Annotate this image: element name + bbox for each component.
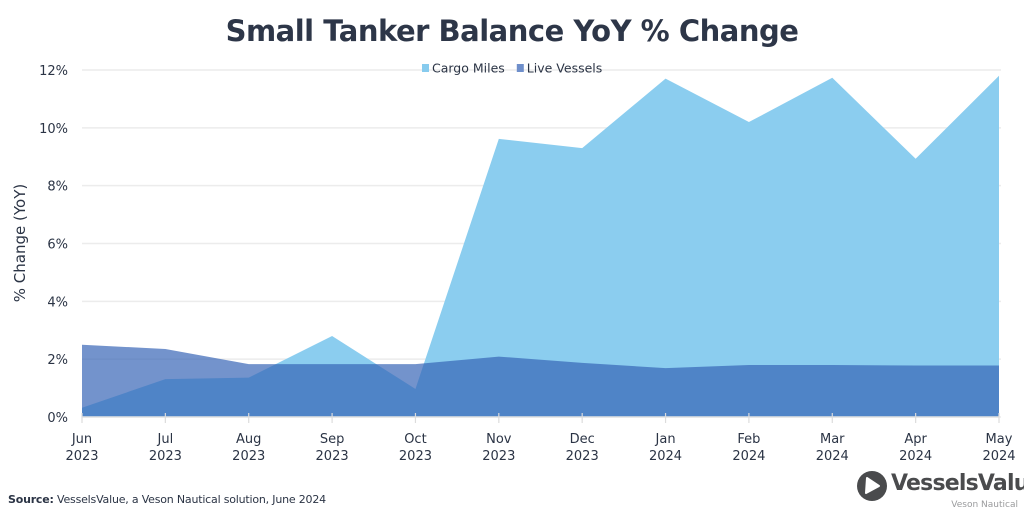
x-tick-label-month: Jan (655, 432, 676, 447)
x-tick-label-year: 2023 (149, 449, 182, 464)
x-tick-label-month: Mar (820, 432, 845, 447)
x-tick-label-month: Sep (320, 432, 345, 447)
legend-swatch (516, 64, 524, 72)
x-tick-label-month: Aug (236, 432, 261, 447)
logo-brand: VesselsValue (891, 471, 1024, 496)
logo-subtitle: Veson Nautical (951, 500, 1018, 510)
source-label: Source: (8, 493, 54, 506)
x-tick-label-year: 2023 (316, 449, 349, 464)
x-tick-label-year: 2023 (399, 449, 432, 464)
legend-label: Live Vessels (527, 61, 602, 76)
x-tick-label-month: Apr (904, 432, 927, 447)
y-axis: 0% 2% 4% 6% 8% 10% 12% (39, 64, 68, 426)
y-tick-label: 2% (47, 353, 68, 368)
y-tick-label: 10% (39, 122, 68, 137)
x-tick-label-year: 2024 (732, 449, 765, 464)
x-tick-label-month: Jul (157, 432, 174, 447)
x-tick-label-month: Dec (570, 432, 595, 447)
x-tick-label-month: Oct (404, 432, 426, 447)
series-areas (81, 75, 1000, 418)
x-tick-label-year: 2024 (816, 449, 849, 464)
x-tick-label-year: 2023 (65, 449, 98, 464)
legend-label: Cargo Miles (432, 61, 505, 76)
x-tick-label-year: 2024 (649, 449, 682, 464)
y-tick-label: 6% (47, 238, 68, 253)
x-tick-label-year: 2023 (232, 449, 265, 464)
source-text: VesselsValue, a Veson Nautical solution,… (53, 493, 326, 506)
x-axis: Jun 2023 Jul 2023 Aug 2023 Sep 2023 Oct 2023 Nov 20… (65, 413, 1016, 464)
chart-title: Small Tanker Balance YoY % Change (225, 14, 799, 48)
source-note: Source: VesselsValue, a Veson Nautical s… (8, 493, 326, 506)
y-tick-label: 4% (47, 295, 68, 310)
y-tick-label: 0% (47, 411, 68, 426)
y-tick-label: 12% (39, 64, 68, 79)
x-tick-label-month: Feb (737, 432, 760, 447)
y-tick-label: 8% (47, 180, 68, 195)
area-cargo-miles (82, 75, 999, 418)
x-tick-label-month: Jun (71, 432, 92, 447)
vesselsvalue-logo: VesselsValue Veson Nautical (857, 471, 1024, 511)
x-tick-label-year: 2023 (482, 449, 515, 464)
x-tick-label-year: 2023 (566, 449, 599, 464)
logo-mark-icon (857, 471, 887, 501)
x-tick-label-month: May (986, 432, 1013, 447)
legend: Cargo Miles Live Vessels (422, 61, 602, 76)
x-tick-label-year: 2024 (982, 449, 1015, 464)
y-axis-title: % Change (YoY) (11, 184, 29, 302)
legend-swatch (422, 64, 429, 72)
x-tick-label-year: 2024 (899, 449, 932, 464)
area-live-vessels (82, 344, 999, 417)
x-tick-label-month: Nov (486, 432, 512, 447)
